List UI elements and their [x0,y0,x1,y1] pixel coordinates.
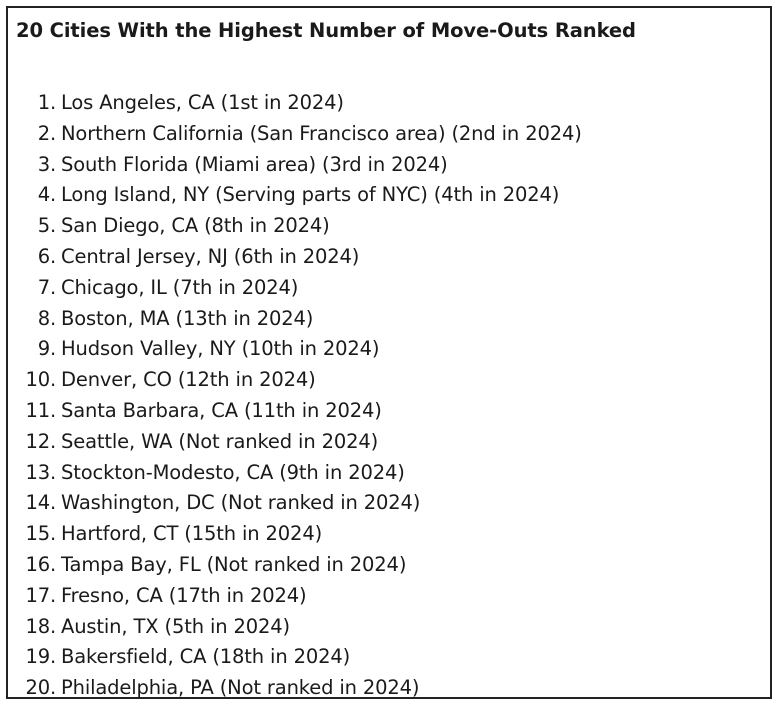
list-item: 11. Santa Barbara, CA (11th in 2024) [8,396,582,427]
list-item-number: 4. [37,183,56,207]
list-item-text: South Florida (Miami area) (3rd in 2024) [61,152,448,176]
list-item: 5. San Diego, CA (8th in 2024) [8,211,582,242]
list-item-number: 1. [37,91,56,114]
list-item-text: Hudson Valley, NY (10th in 2024) [61,337,380,361]
list-item-number: 19. [25,645,56,669]
list-item-number: 15. [25,522,56,546]
list-item-text: Northern California (San Francisco area)… [61,121,582,145]
list-item-number: 18. [25,614,56,638]
list-item: 12. Seattle, WA (Not ranked in 2024) [8,427,582,458]
list-item: 13. Stockton-Modesto, CA (9th in 2024) [8,458,582,489]
list-item-text: Hartford, CT (15th in 2024) [61,522,323,546]
list-item-number: 8. [37,306,56,330]
list-item-text: Denver, CO (12th in 2024) [61,368,316,392]
list-item: 17. Fresno, CA (17th in 2024) [8,581,582,612]
list-item: 2. Northern California (San Francisco are… [8,119,582,150]
list-item-text: Bakersfield, CA (18th in 2024) [61,645,351,669]
list-item: 15. Hartford, CT (15th in 2024) [8,519,582,550]
list-item-number: 7. [37,275,56,299]
ranked-list: 1. Los Angeles, CA (1st in 2024) 2. Norther… [8,88,582,704]
list-item: 1. Los Angeles, CA (1st in 2024) [8,88,582,119]
list-item-text: Washington, DC (Not ranked in 2024) [61,491,421,515]
list-item: 10. Denver, CO (12th in 2024) [8,365,582,396]
list-item-number: 10. [25,368,56,392]
list-item-text: Seattle, WA (Not ranked in 2024) [61,429,379,453]
list-item-text: Stockton-Modesto, CA (9th in 2024) [61,460,405,484]
list-item-number: 17. [25,583,56,607]
list-item: 6. Central Jersey, NJ (6th in 2024) [8,242,582,273]
list-item: 18. Austin, TX (5th in 2024) [8,612,582,643]
list-item-number: 12. [25,429,56,453]
list-item: 3. South Florida (Miami area) (3rd in 202… [8,150,582,181]
list-item-number: 2. [37,121,56,145]
list-item-text: San Diego, CA (8th in 2024) [61,214,330,238]
list-item-number: 13. [25,460,56,484]
list-item-text: Fresno, CA (17th in 2024) [61,583,307,607]
list-item: 4. Long Island, NY (Serving parts of NYC)… [8,180,582,211]
list-item: 7. Chicago, IL (7th in 2024) [8,273,582,304]
list-item-text: Tampa Bay, FL (Not ranked in 2024) [61,552,407,576]
list-item-number: 3. [37,152,56,176]
list-item-text: Los Angeles, CA (1st in 2024) [61,91,344,114]
list-item: 16. Tampa Bay, FL (Not ranked in 2024) [8,550,582,581]
list-item-number: 20. [25,676,56,700]
list-title: 20 Cities With the Highest Number of Mov… [16,19,636,42]
list-item-text: Santa Barbara, CA (11th in 2024) [61,398,382,422]
list-item-text: Chicago, IL (7th in 2024) [61,275,299,299]
list-item-number: 14. [25,491,56,515]
list-item: 8. Boston, MA (13th in 2024) [8,304,582,335]
list-item-text: Central Jersey, NJ (6th in 2024) [61,244,360,268]
list-item-text: Philadelphia, PA (Not ranked in 2024) [61,676,420,700]
list-item-number: 9. [37,337,56,361]
list-item-text: Long Island, NY (Serving parts of NYC) (… [61,183,560,207]
list-item-text: Austin, TX (5th in 2024) [61,614,290,638]
list-item-number: 6. [37,244,56,268]
list-item: 14. Washington, DC (Not ranked in 2024) [8,488,582,519]
ranked-list-panel: 20 Cities With the Highest Number of Mov… [6,6,772,699]
list-item-number: 11. [25,398,56,422]
list-item-number: 16. [25,552,56,576]
list-item: 9. Hudson Valley, NY (10th in 2024) [8,334,582,365]
list-item: 20. Philadelphia, PA (Not ranked in 2024) [8,673,582,704]
list-item: 19. Bakersfield, CA (18th in 2024) [8,642,582,673]
list-item-number: 5. [37,214,56,238]
list-item-text: Boston, MA (13th in 2024) [61,306,314,330]
